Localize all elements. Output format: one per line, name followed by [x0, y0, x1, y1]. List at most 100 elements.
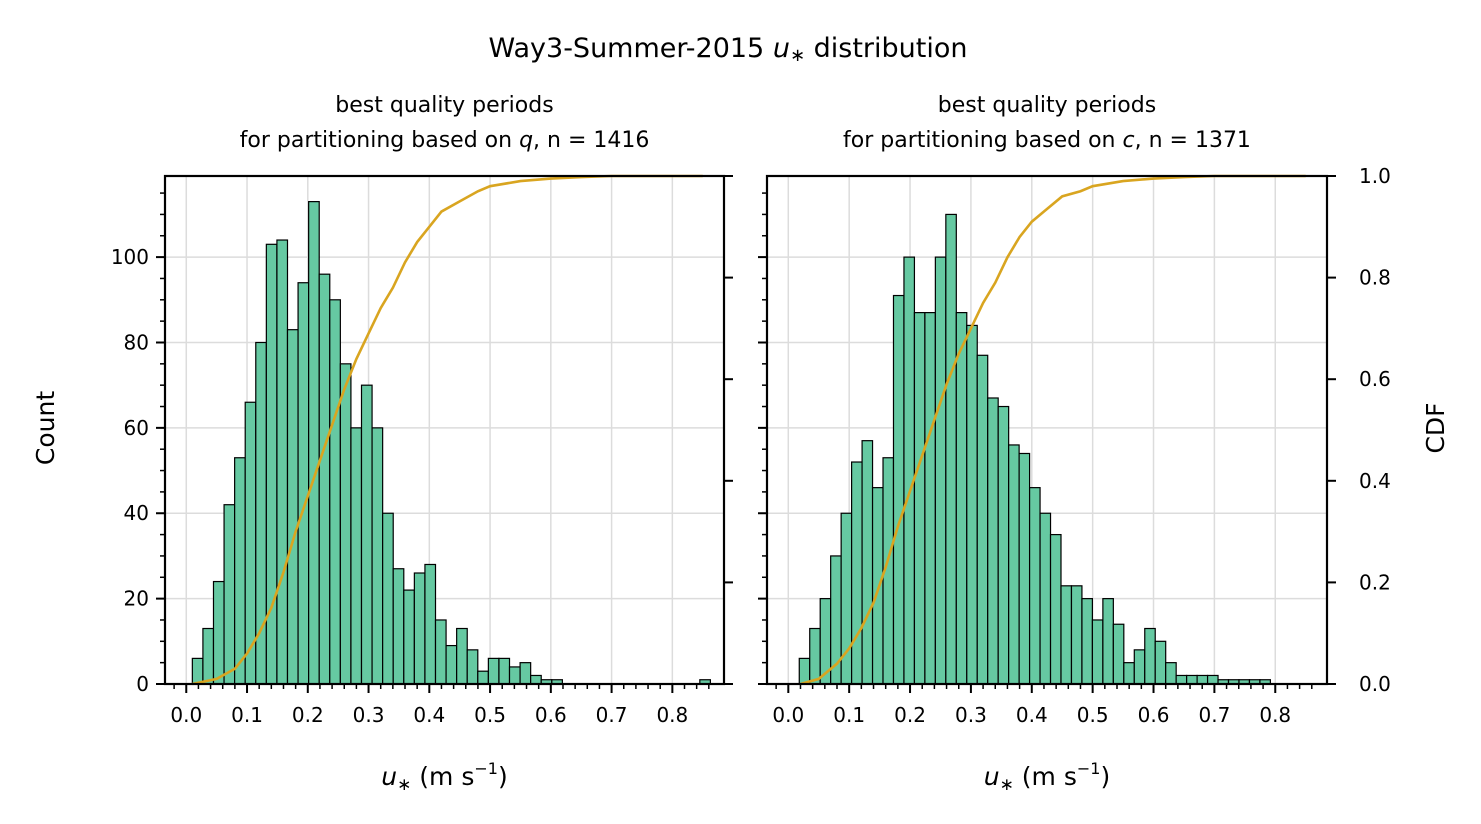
histogram-bar — [286, 329, 299, 685]
histogram-bar — [392, 568, 405, 685]
y-tick-label: 60 — [124, 416, 149, 440]
x-tick-label: 0.5 — [474, 703, 506, 727]
histogram-bar — [1049, 533, 1062, 685]
histogram-bar — [276, 239, 289, 685]
histogram-bar — [508, 666, 521, 685]
y-tick-label: 40 — [124, 501, 149, 525]
histogram-bar — [903, 256, 916, 685]
histogram-bar — [297, 282, 310, 685]
histogram-bar — [1206, 674, 1219, 685]
histogram-bar — [466, 649, 479, 685]
y-tick-label: 100 — [111, 245, 149, 269]
histogram-bar — [308, 201, 320, 685]
histogram-bar — [976, 354, 989, 685]
subplot-title-line2: for partitioning based on c, n = 1371 — [843, 128, 1251, 153]
xlabel-sub: ∗ — [1000, 775, 1014, 795]
histogram-bar — [477, 670, 489, 685]
x-tick-label: 0.8 — [1259, 703, 1291, 727]
histogram-bar — [382, 512, 394, 685]
subplot-title-line1: best quality periods — [335, 93, 553, 118]
histogram-bar — [924, 312, 936, 685]
histogram-bar — [798, 657, 811, 685]
histogram-bar — [329, 299, 341, 685]
histogram-bar — [191, 657, 204, 685]
histogram-bar — [202, 627, 215, 685]
histogram-bar — [1154, 640, 1167, 685]
x-tick-label: 0.1 — [833, 703, 865, 727]
histogram-bar — [861, 440, 874, 685]
subplot-title-line2: for partitioning based on q, n = 1416 — [240, 128, 650, 153]
histogram-bar — [445, 644, 458, 685]
histogram-bar — [1112, 623, 1125, 685]
histogram-bar — [265, 243, 278, 685]
histogram-bar — [809, 627, 821, 685]
histogram-bar — [434, 619, 447, 685]
x-tick-label: 0.6 — [1138, 703, 1170, 727]
xlabel-exponent: −1 — [1077, 759, 1101, 778]
histogram-bar — [424, 563, 437, 685]
y-axis-label: Count — [31, 391, 60, 465]
y2-tick-label: 1.0 — [1359, 164, 1391, 188]
histogram-bar — [945, 213, 957, 685]
cdf-line — [800, 174, 1306, 686]
histogram-bar — [1133, 649, 1146, 685]
y2-tick-label: 0.2 — [1359, 570, 1391, 594]
x-tick-label: 0.4 — [1016, 703, 1048, 727]
histogram-bar — [519, 662, 532, 685]
histogram-bar — [966, 324, 978, 685]
histogram-bar — [255, 341, 267, 685]
figure-suptitle: Way3-Summer-2015 u∗ distribution — [489, 33, 968, 66]
histogram-bar — [1008, 444, 1020, 685]
cdf-line — [192, 174, 703, 686]
histogram-bar — [1123, 662, 1135, 685]
x-tick-label: 0.2 — [894, 703, 926, 727]
histogram-bar — [456, 627, 468, 685]
y2-tick-label: 0.0 — [1359, 672, 1391, 696]
xlabel-var: u — [381, 762, 397, 791]
title-suffix: , n = 1416 — [533, 128, 649, 153]
title-prefix: for partitioning based on — [240, 128, 519, 153]
histogram-bar — [1070, 585, 1083, 685]
title-variable: q — [519, 128, 533, 153]
xlabel-close: ) — [498, 762, 508, 791]
histogram-bar — [498, 657, 511, 685]
title-prefix: for partitioning based on — [843, 128, 1122, 153]
xlabel-units: (m s — [411, 762, 474, 791]
y-tick-label: 20 — [124, 587, 149, 611]
histogram-bar — [871, 487, 884, 685]
y-tick-label: 80 — [124, 330, 149, 354]
x-tick-label: 0.3 — [353, 703, 385, 727]
histogram-bar — [1091, 619, 1104, 685]
x-tick-label: 0.7 — [1198, 703, 1230, 727]
histogram-bar — [851, 461, 863, 685]
y-tick-label: 0 — [136, 672, 149, 696]
x-tick-label: 0.4 — [413, 703, 445, 727]
axes-frame — [765, 174, 1329, 686]
histogram-bar — [350, 427, 363, 685]
histogram-bar — [997, 405, 1010, 685]
xlabel-close: ) — [1100, 762, 1110, 791]
histogram-bar — [487, 657, 500, 685]
histogram-bar — [1144, 627, 1156, 685]
histogram-bar — [234, 457, 246, 685]
x-tick-label: 0.5 — [1077, 703, 1109, 727]
histogram-bar — [1196, 674, 1209, 685]
xlabel-units: (m s — [1014, 762, 1077, 791]
x-tick-label: 0.0 — [772, 703, 804, 727]
xlabel-sub: ∗ — [397, 775, 411, 795]
histogram-bar — [1186, 674, 1198, 685]
x-tick-label: 0.1 — [231, 703, 263, 727]
histogram-bar — [1028, 487, 1041, 685]
x-tick-label: 0.0 — [170, 703, 202, 727]
histogram-bar — [1165, 662, 1177, 685]
histogram-bar — [1175, 674, 1188, 685]
histogram-bar — [955, 312, 968, 685]
histogram-bar — [1102, 598, 1114, 685]
x-tick-label: 0.8 — [656, 703, 688, 727]
histogram-bar — [360, 384, 373, 685]
x-axis-label: u∗ (m s−1) — [984, 759, 1111, 795]
histogram-bar — [892, 294, 905, 685]
subplot-title-line1: best quality periods — [938, 93, 1156, 118]
title-suffix: , n = 1371 — [1135, 128, 1251, 153]
